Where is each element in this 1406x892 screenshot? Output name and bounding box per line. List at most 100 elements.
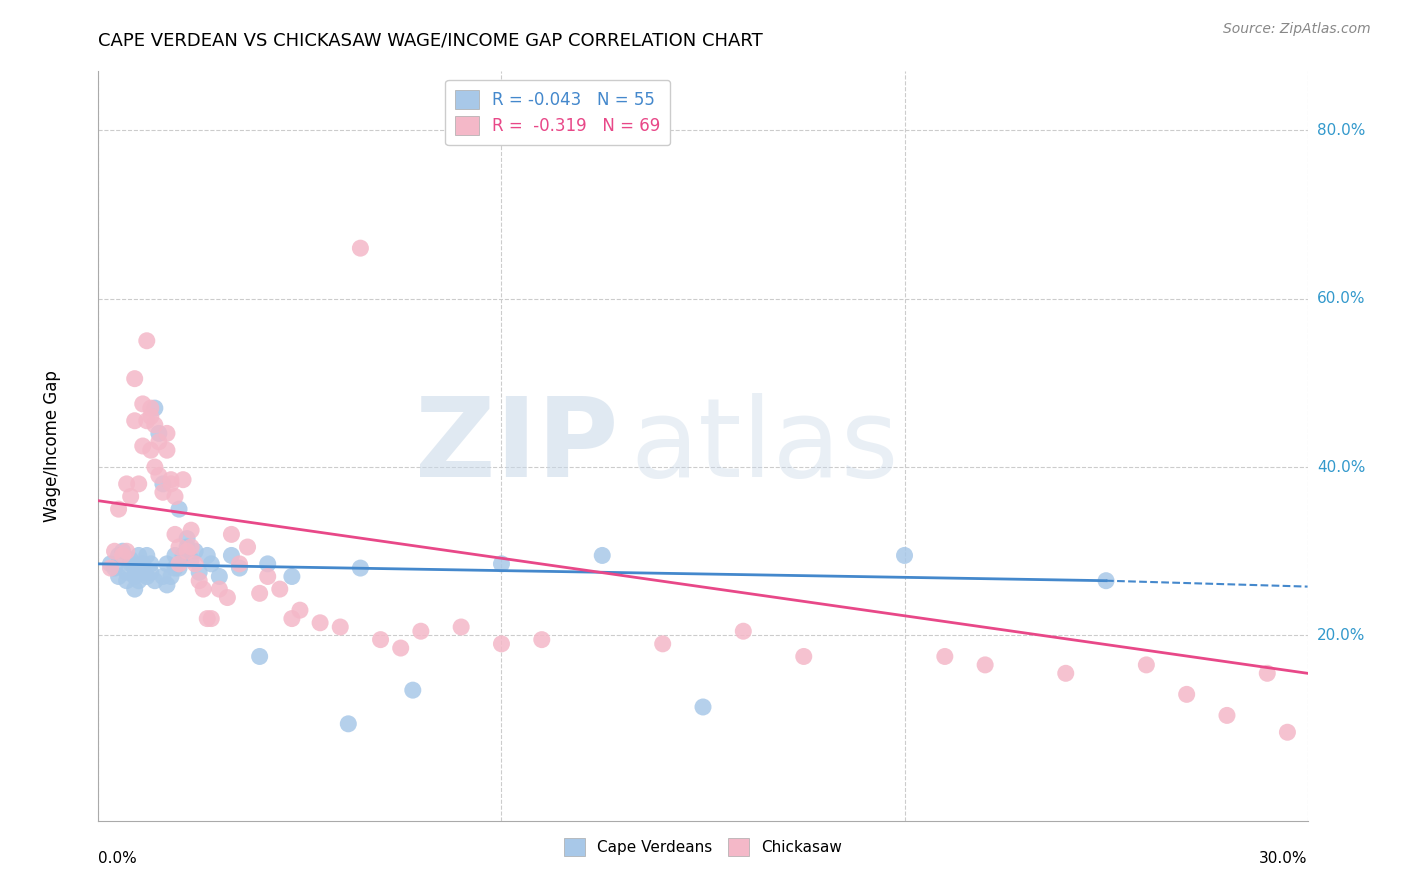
Point [163, 490, 186, 504]
Point [188, 574, 211, 588]
Point [124, 414, 146, 428]
Point [491, 557, 513, 571]
Point [103, 561, 125, 575]
Point [139, 566, 162, 580]
Point [143, 401, 166, 416]
Point [135, 549, 157, 563]
Point [111, 544, 134, 558]
Point [152, 476, 174, 491]
Point [217, 591, 239, 605]
Point [1216, 708, 1239, 723]
Point [389, 641, 412, 656]
Text: Wage/Income Gap: Wage/Income Gap [44, 370, 62, 522]
Point [167, 502, 190, 516]
Point [228, 561, 250, 575]
Point [135, 414, 157, 428]
Point [176, 544, 198, 558]
Point [120, 552, 142, 566]
Point [148, 434, 170, 449]
Point [281, 611, 304, 625]
Point [793, 649, 815, 664]
Point [124, 569, 146, 583]
Text: 40.0%: 40.0% [1317, 459, 1365, 475]
Point [349, 241, 371, 255]
Point [188, 566, 211, 580]
Point [309, 615, 332, 630]
Point [160, 476, 183, 491]
Point [124, 561, 146, 575]
Point [160, 473, 183, 487]
Point [156, 578, 179, 592]
Point [148, 426, 170, 441]
Point [651, 637, 673, 651]
Point [167, 561, 190, 575]
Point [156, 443, 179, 458]
Point [167, 557, 190, 571]
Point [163, 527, 186, 541]
Point [733, 624, 755, 639]
Point [107, 502, 129, 516]
Point [128, 566, 150, 580]
Point [139, 401, 162, 416]
Point [139, 557, 162, 571]
Point [135, 334, 157, 348]
Point [139, 409, 162, 424]
Point [256, 557, 278, 571]
Point [184, 557, 207, 571]
Point [172, 549, 194, 563]
Point [236, 540, 259, 554]
Point [281, 569, 304, 583]
Point [402, 683, 425, 698]
Point [1135, 657, 1157, 672]
Point [115, 544, 138, 558]
Point [974, 657, 997, 672]
Point [180, 540, 202, 554]
Point [193, 582, 215, 596]
Point [107, 569, 129, 583]
Point [1277, 725, 1299, 739]
Point [100, 557, 122, 571]
Point [195, 549, 218, 563]
Text: ZIP: ZIP [415, 392, 619, 500]
Point [176, 532, 198, 546]
Point [530, 632, 553, 647]
Point [120, 490, 142, 504]
Point [200, 557, 222, 571]
Point [1095, 574, 1118, 588]
Text: 0.0%: 0.0% [98, 851, 138, 865]
Point [450, 620, 472, 634]
Point [100, 561, 122, 575]
Point [195, 611, 218, 625]
Point [269, 582, 291, 596]
Point [143, 460, 166, 475]
Text: CAPE VERDEAN VS CHICKASAW WAGE/INCOME GAP CORRELATION CHART: CAPE VERDEAN VS CHICKASAW WAGE/INCOME GA… [98, 31, 763, 49]
Text: 20.0%: 20.0% [1317, 628, 1365, 643]
Point [139, 443, 162, 458]
Point [184, 544, 207, 558]
Point [180, 523, 202, 537]
Point [115, 476, 138, 491]
Text: 30.0%: 30.0% [1260, 851, 1308, 865]
Text: 60.0%: 60.0% [1317, 291, 1365, 306]
Point [128, 574, 150, 588]
Point [409, 624, 432, 639]
Point [1054, 666, 1077, 681]
Point [132, 566, 155, 580]
Point [288, 603, 311, 617]
Point [107, 549, 129, 563]
Point [156, 426, 179, 441]
Point [124, 582, 146, 596]
Point [228, 557, 250, 571]
Text: 80.0%: 80.0% [1317, 123, 1365, 137]
Point [152, 485, 174, 500]
Point [160, 569, 183, 583]
Point [180, 552, 202, 566]
Text: atlas: atlas [630, 392, 898, 500]
Point [115, 566, 138, 580]
Point [128, 476, 150, 491]
Point [249, 649, 271, 664]
Point [256, 569, 278, 583]
Point [163, 561, 186, 575]
Point [208, 582, 231, 596]
Point [167, 540, 190, 554]
